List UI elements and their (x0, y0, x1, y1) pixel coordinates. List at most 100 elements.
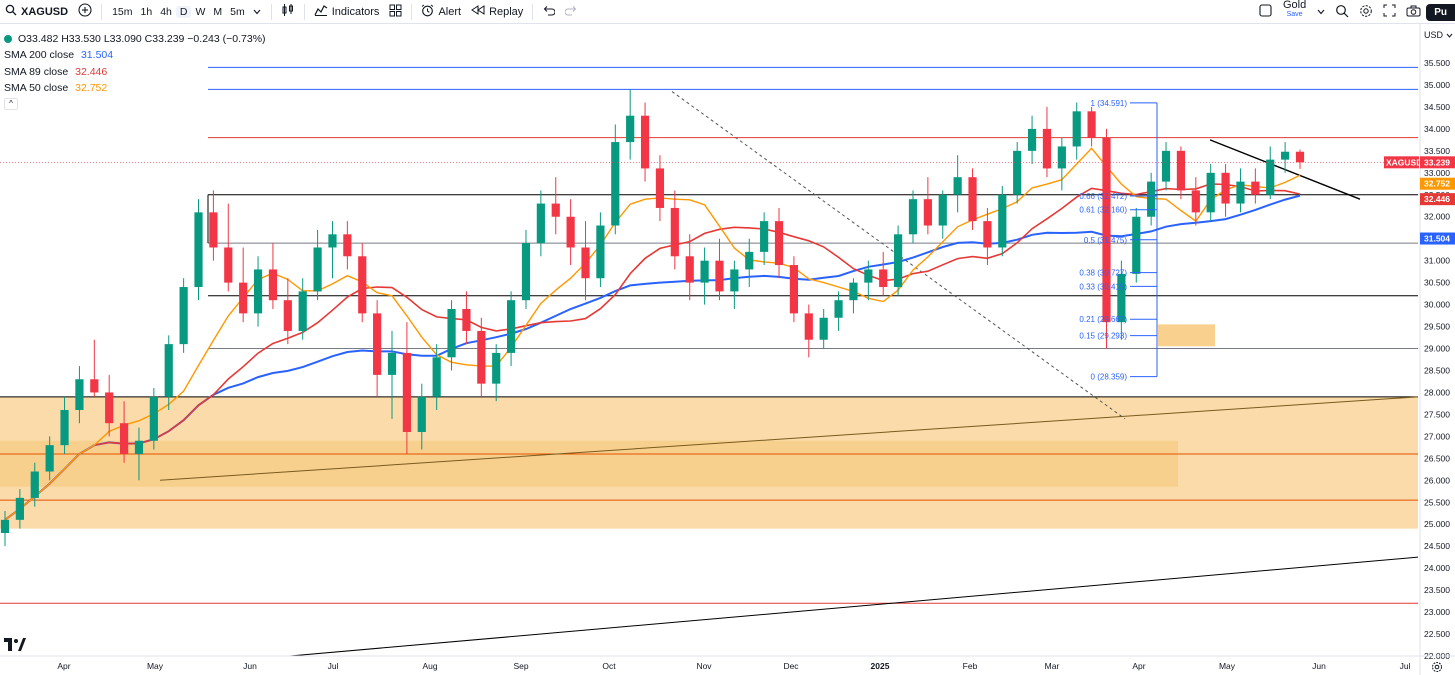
layout-name-button[interactable]: Gold Save (1277, 0, 1312, 24)
candle-body (179, 287, 188, 345)
compare-symbol-button[interactable] (73, 0, 97, 24)
interval-15m[interactable]: 15m (112, 5, 133, 18)
candle-body (566, 216, 575, 248)
candle-body (774, 221, 784, 266)
price-tick-label: 35.500 (1424, 58, 1450, 68)
interval-m[interactable]: M (213, 5, 223, 18)
zone-box-large (0, 396, 1418, 529)
symbol-tag-label: XAGUSD (1386, 157, 1422, 167)
price-tag-value: 32.752 (1424, 179, 1450, 189)
publish-button[interactable]: Pu (1426, 3, 1455, 21)
tradingview-logo[interactable] (4, 638, 26, 654)
square-icon (1259, 4, 1272, 20)
interval-w[interactable]: W (195, 5, 206, 18)
price-tick-label: 33.000 (1424, 168, 1450, 178)
candle-body (417, 396, 426, 432)
candle-body (1117, 273, 1126, 323)
chart-type-button[interactable] (276, 0, 300, 24)
sma200-legend[interactable]: SMA 200 close 31.504 (4, 47, 266, 63)
toolbar-divider (270, 3, 272, 20)
sma50-label: SMA 50 close (4, 81, 69, 94)
price-chart[interactable]: 1 (34.591) 0.66 (32.472) 0.61 (32.160) 0.5 … (0, 24, 1455, 675)
time-tick-label: 2025 (871, 661, 890, 671)
candle-body (923, 199, 932, 226)
redo-button[interactable] (560, 0, 583, 24)
settings-button[interactable] (1354, 0, 1378, 24)
candle-body (819, 317, 828, 340)
interval-1h[interactable]: 1h (140, 5, 153, 18)
price-tick-label: 23.500 (1424, 585, 1450, 595)
sma200-value: 31.504 (80, 49, 114, 62)
magnifier-icon (1335, 4, 1349, 21)
undo-button[interactable] (537, 0, 560, 24)
supply-demand-zones (0, 324, 1418, 529)
candle-body (953, 177, 962, 195)
time-tick-label: Dec (783, 661, 799, 671)
legend-collapse-button[interactable]: ^ (4, 98, 18, 111)
candle-body (1236, 181, 1245, 204)
candle-body (75, 379, 84, 411)
price-tick-label: 34.500 (1424, 102, 1450, 112)
gear-icon (1359, 4, 1373, 21)
price-tick-label: 31.000 (1424, 256, 1450, 266)
time-axis[interactable]: Apr May Jun Jul Aug Sep Oct Nov Dec 2025 Feb Mar Apr… (0, 655, 1455, 671)
toolbar-divider (532, 3, 534, 20)
candle-body (745, 251, 754, 270)
candle-body (268, 269, 278, 301)
fibonacci-retracement: 1 (34.591) 0.66 (32.472) 0.61 (32.160) 0.5 … (1079, 99, 1158, 382)
layout-select-button[interactable] (1254, 0, 1277, 24)
price-axis[interactable]: 35.50035.00034.50034.00033.50033.00032.5… (1419, 24, 1455, 675)
templates-button[interactable] (384, 0, 407, 24)
toolbar-right-group: Gold Save Pu (1254, 0, 1455, 24)
candle-body (834, 300, 843, 318)
fullscreen-button[interactable] (1378, 0, 1401, 24)
interval-dropdown-chevron-icon[interactable] (249, 6, 265, 18)
indicators-button[interactable]: Indicators (309, 0, 385, 24)
currency-label: USD (1424, 30, 1444, 40)
sma89-line (4, 183, 1301, 521)
layout-menu-chevron[interactable] (1312, 0, 1330, 24)
price-axis-background (1420, 24, 1455, 675)
rewind-icon (471, 5, 485, 18)
toolbar-divider (303, 3, 305, 20)
horizontal-levels (0, 66, 1418, 604)
interval-group: 15m 1h 4h D W M 5m (106, 0, 267, 24)
time-tick-label: May (1219, 661, 1236, 671)
ohlc-values: O33.482 H33.530 L33.090 C33.239 −0.243 (… (18, 33, 266, 45)
fib-level-label: 0.38 (30.727) (1079, 269, 1127, 278)
price-tick-label: 28.500 (1424, 365, 1450, 375)
chart-legend: O33.482 H33.530 L33.090 C33.239 −0.243 (… (4, 31, 266, 111)
sma50-legend[interactable]: SMA 50 close 32.752 (4, 80, 266, 96)
candle-body (373, 313, 382, 375)
fib-level-label: 0.33 (30.415) (1079, 282, 1127, 291)
sma89-legend[interactable]: SMA 89 close 32.446 (4, 64, 266, 80)
price-tick-label: 29.500 (1424, 322, 1450, 332)
replay-button[interactable]: Replay (466, 0, 528, 24)
axis-settings-gear-icon[interactable] (1431, 661, 1443, 675)
candle-body (194, 212, 203, 288)
candle-body (30, 471, 39, 498)
sma89-value: 32.446 (75, 65, 108, 78)
snapshot-button[interactable] (1401, 0, 1426, 24)
search-icon (5, 4, 17, 19)
candle-body (1295, 151, 1305, 163)
candle-body (0, 519, 10, 534)
candle-body (551, 203, 560, 217)
currency-selector[interactable]: USD (1420, 30, 1455, 40)
ohlc-row: O33.482 H33.530 L33.090 C33.239 −0.243 (… (4, 31, 266, 47)
candle-body (879, 269, 888, 288)
quick-search-button[interactable] (1330, 0, 1354, 24)
alert-button[interactable]: Alert (416, 0, 466, 24)
chevron-down-icon (1317, 6, 1325, 18)
interval-4h[interactable]: 4h (160, 5, 172, 18)
candle-body (45, 445, 54, 472)
interval-5m[interactable]: 5m (230, 5, 245, 18)
price-tick-label: 23.000 (1424, 607, 1450, 617)
price-tag-background (1420, 177, 1455, 190)
indicators-label: Indicators (331, 5, 380, 18)
candle-body (1132, 216, 1141, 274)
candle-body (1057, 146, 1066, 169)
interval-d[interactable]: D (175, 5, 192, 18)
time-tick-label: Feb (963, 661, 978, 671)
symbol-search[interactable]: XAGUSD (0, 0, 73, 24)
